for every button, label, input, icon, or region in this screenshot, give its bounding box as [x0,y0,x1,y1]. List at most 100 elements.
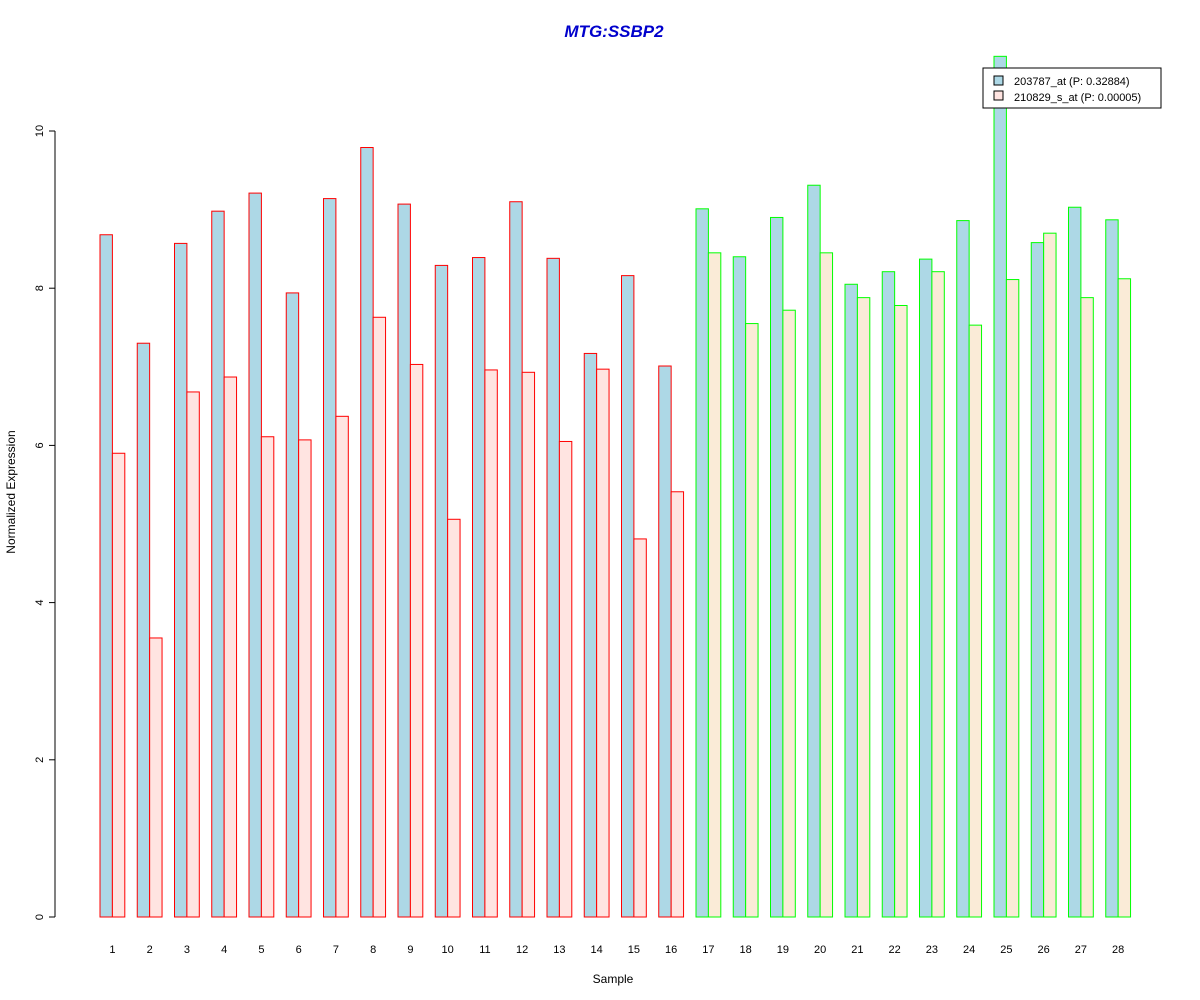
bar-203787_at-sample-4 [211,210,225,918]
bar-210829_s_at-sample-15 [633,538,647,918]
x-tick-label: 8 [370,944,376,956]
bar-203787_at-sample-10 [434,264,449,918]
bar-203787_at-sample-22 [881,271,896,918]
bar-203787_at-sample-26 [1030,242,1045,918]
bar-210829_s_at-sample-26 [1043,232,1057,918]
x-tick-label: 27 [1075,944,1087,956]
bar-210829_s_at-sample-17 [707,252,722,918]
x-tick-label: 3 [184,944,190,956]
legend: 203787_at (P: 0.32884) 210829_s_at (P: 0… [982,67,1162,109]
legend-swatch-series-2 [993,90,1004,101]
legend-swatch-series-1 [993,75,1004,86]
y-tick-label: 4 [34,600,46,606]
bar-203787_at-sample-14 [583,352,598,918]
bar-203787_at-sample-23 [919,258,933,918]
x-tick-label: 1 [109,944,115,956]
bar-210829_s_at-sample-6 [298,439,312,918]
x-tick-label: 9 [407,944,413,956]
bar-210829_s_at-sample-1 [111,452,126,918]
x-tick-label: 15 [628,944,640,956]
bar-210829_s_at-sample-16 [670,491,685,918]
y-tick-label: 2 [34,757,46,763]
bar-210829_s_at-sample-27 [1080,297,1094,918]
bars [99,55,1132,918]
x-tick-label: 4 [221,944,227,956]
y-tick-label: 8 [34,285,46,291]
bar-210829_s_at-sample-18 [745,323,759,918]
x-tick-label: 16 [665,944,677,956]
bar-210829_s_at-sample-4 [223,376,238,918]
x-axis-title: Sample [593,972,634,986]
x-tick-label: 19 [777,944,789,956]
bar-203787_at-sample-3 [174,242,188,918]
x-tick-label: 21 [851,944,863,956]
x-tick-label: 14 [591,944,603,956]
bar-210829_s_at-sample-9 [409,363,424,918]
bar-210829_s_at-sample-8 [372,316,387,918]
bar-203787_at-sample-19 [770,216,784,918]
x-tick-label: 28 [1112,944,1124,956]
bar-203787_at-sample-24 [956,220,970,918]
bar-203787_at-sample-25 [993,55,1007,918]
bar-210829_s_at-sample-22 [894,304,908,918]
bar-210829_s_at-sample-3 [186,391,200,918]
legend-box [982,67,1162,109]
legend-label-series-1: 203787_at (P: 0.32884) [1014,76,1130,88]
bar-203787_at-sample-28 [1105,219,1119,918]
chart-title: MTG:SSBP2 [564,22,664,41]
y-tick-label: 6 [34,442,46,448]
x-tick-label: 10 [442,944,454,956]
bar-203787_at-sample-12 [509,201,523,918]
x-tick-label: 24 [963,944,975,956]
bar-210829_s_at-sample-20 [819,252,834,918]
x-tick-label: 7 [333,944,339,956]
legend-label-series-2: 210829_s_at (P: 0.00005) [1014,92,1141,104]
x-tick-label: 5 [258,944,264,956]
bar-203787_at-sample-8 [360,147,374,918]
x-tick-label: 17 [702,944,714,956]
bar-203787_at-sample-7 [323,198,337,918]
x-tick-label: 25 [1000,944,1012,956]
x-tick-label: 26 [1038,944,1050,956]
bar-210829_s_at-sample-10 [447,518,461,918]
x-tick-label: 22 [889,944,901,956]
x-tick-label: 6 [296,944,302,956]
bar-203787_at-sample-5 [248,192,262,918]
bar-210829_s_at-sample-13 [558,440,573,918]
bar-210829_s_at-sample-7 [335,415,349,918]
bar-203787_at-sample-20 [807,184,821,918]
x-tick-label: 12 [516,944,528,956]
bar-210829_s_at-sample-21 [856,297,871,918]
x-tick-label: 13 [553,944,565,956]
bar-210829_s_at-sample-25 [1005,279,1020,918]
x-tick-label: 11 [479,944,490,956]
bar-210829_s_at-sample-14 [596,368,610,918]
bar-210829_s_at-sample-11 [484,369,498,918]
bar-203787_at-sample-16 [658,365,672,918]
bar-203787_at-sample-9 [397,203,411,918]
y-tick-label: 0 [34,914,46,920]
x-tick-label: 2 [147,944,153,956]
x-tick-label: 20 [814,944,826,956]
x-axis-labels: 1 2 3 4 5 6 7 8 9 10 11 12 13 14 15 16 17 18 19 20 21 22 23 24 2… [109,944,1124,956]
y-axis-title: Normalized Expression [4,430,18,553]
bar-203787_at-sample-2 [136,342,151,918]
bar-203787_at-sample-18 [732,256,747,918]
bar-203787_at-sample-17 [695,208,709,918]
bar-203787_at-sample-1 [99,234,113,918]
bar-203787_at-sample-21 [844,283,858,918]
bar-210829_s_at-sample-19 [782,309,796,918]
bar-203787_at-sample-6 [285,292,300,918]
bar-203787_at-sample-11 [472,257,486,918]
bar-210829_s_at-sample-12 [521,371,536,918]
x-tick-label: 23 [926,944,938,956]
y-axis: 0 2 4 6 8 10 [34,125,56,920]
bar-210829_s_at-sample-23 [931,271,945,918]
x-tick-label: 18 [740,944,752,956]
bar-210829_s_at-sample-28 [1117,278,1132,918]
bar-210829_s_at-sample-2 [149,637,163,918]
bar-203787_at-sample-13 [546,257,560,918]
y-tick-label: 10 [34,125,46,137]
bar-210829_s_at-sample-5 [260,436,275,918]
